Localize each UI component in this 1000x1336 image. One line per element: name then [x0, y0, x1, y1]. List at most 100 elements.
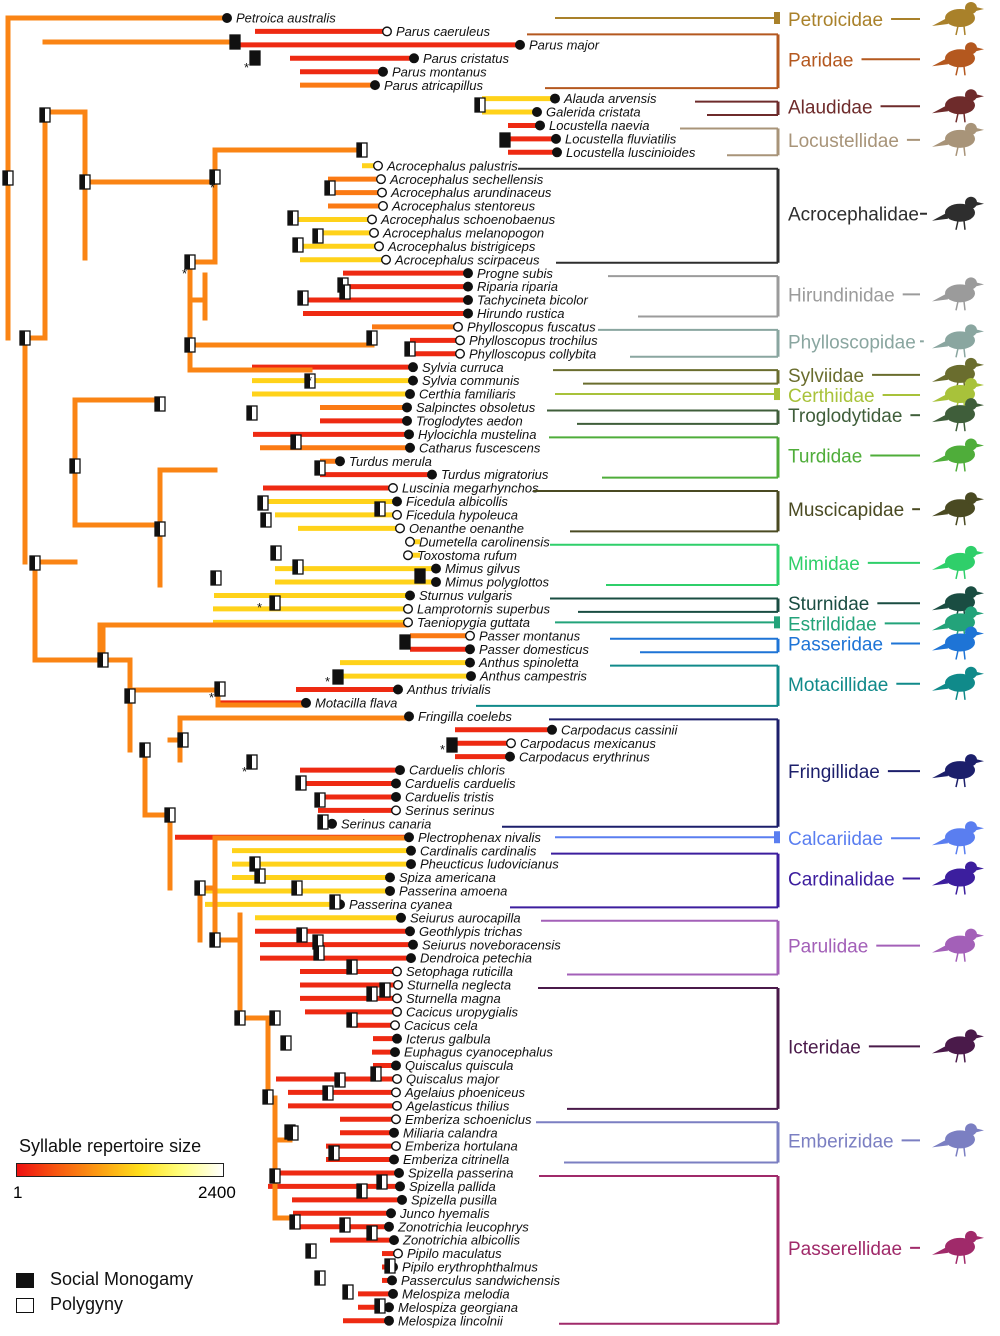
tip-marker: [388, 1288, 399, 1299]
bird-silhouette-icon: [932, 398, 984, 432]
tip-marker: [455, 335, 466, 346]
mating-system-fill: [178, 733, 183, 747]
species-label: Acrocephalus stentoreus: [391, 199, 536, 214]
mating-system-fill: [297, 928, 302, 942]
species-label: Oenanthe oenanthe: [409, 521, 524, 536]
mating-system-fill: [3, 171, 8, 185]
family-emberizidae: Emberizidae: [536, 1121, 920, 1164]
tip-marker: [405, 389, 416, 400]
tip-marker: [393, 684, 404, 695]
species-label: Agelaius phoeniceus: [404, 1085, 525, 1100]
mating-system-fill: [375, 502, 380, 516]
species-label: Anthus trivialis: [406, 682, 491, 697]
mating-system-fill: [211, 571, 216, 585]
species-label: Acrocephalus sechellensis: [389, 172, 544, 187]
tip-marker: [392, 1100, 403, 1111]
mating-system-fill: [340, 1218, 345, 1232]
mating-system-fill: [313, 935, 318, 949]
mating-system-fill: [258, 496, 263, 510]
mating-system-fill: [357, 1184, 362, 1198]
family-locustellidae: Locustellidae: [680, 127, 920, 157]
species-label: Carduelis carduelis: [405, 776, 516, 791]
tip-marker: [384, 1302, 395, 1313]
species-label: Quiscalus quiscula: [405, 1058, 513, 1073]
mating-system-fill: [261, 513, 266, 527]
species-label: Ficedula albicollis: [406, 494, 508, 509]
tip-marker: [391, 1087, 402, 1098]
tip-marker: [389, 1154, 400, 1165]
family-bracket: [774, 12, 780, 24]
mating-system-fill: [340, 285, 345, 299]
species-label: Zonotrichia albicollis: [402, 1233, 521, 1248]
tip-marker: [402, 402, 413, 413]
mating-system-fill: [247, 755, 252, 769]
tip-marker: [397, 1194, 408, 1205]
species-label: Plectrophenax nivalis: [418, 830, 541, 845]
species-label: Phylloscopus collybita: [469, 346, 596, 361]
mating-system-fill: [195, 881, 200, 895]
tip-marker: [395, 523, 406, 534]
mating-system-fill: [447, 738, 457, 752]
mating-system-fill: [323, 1086, 328, 1100]
species-label: Carpodacus erythrinus: [519, 749, 650, 764]
tip-marker: [393, 1248, 404, 1259]
tip-marker: [395, 1181, 406, 1192]
mating-system-fill: [210, 170, 215, 184]
family-certhiidae: Certhiidae: [555, 386, 920, 407]
species-label: Cardinalis cardinalis: [420, 843, 537, 858]
mating-system-fill: [371, 1067, 376, 1081]
mating-system-fill: [290, 1215, 295, 1229]
family-cardinalidae: Cardinalidae: [510, 852, 920, 909]
family-sturnidae: Sturnidae: [550, 594, 920, 615]
species-label: Turdus migratorius: [441, 467, 549, 482]
family-label: Paridae: [788, 50, 854, 71]
species-label: Cacicus cela: [404, 1018, 478, 1033]
species-label: Phylloscopus trochilus: [469, 333, 598, 348]
family-label: Sturnidae: [788, 594, 869, 615]
bird-silhouette-icon: [932, 196, 984, 230]
polygyny-square-icon: [16, 1298, 34, 1313]
tip-marker: [388, 483, 399, 494]
tip-marker: [374, 241, 385, 252]
bird-silhouette-icon: [932, 861, 984, 895]
family-fringillidae: Fringillidae: [502, 718, 920, 828]
tip-marker: [384, 1221, 395, 1232]
family-label: Passeridae: [788, 634, 883, 655]
family-label: Phylloscopidae: [788, 332, 916, 353]
family-parulidae: Parulidae: [541, 919, 920, 976]
species-label: Cacicus uropygialis: [406, 1004, 518, 1019]
significance-asterisk: *: [307, 373, 312, 388]
family-label: Turdidae: [788, 446, 862, 467]
mating-system-fill: [215, 682, 220, 696]
tip-marker: [463, 295, 474, 306]
bird-silhouette-icon: [932, 122, 984, 157]
mating-system-fill: [140, 743, 145, 757]
species-label: Pipilo erythrophthalmus: [402, 1260, 538, 1275]
species-label: Locustella fluviatilis: [565, 131, 677, 146]
tip-marker: [403, 617, 414, 628]
species-label: Motacilla flava: [315, 696, 397, 711]
species-label: Luscinia megarhynchos: [402, 481, 539, 496]
family-label: Icteridae: [788, 1037, 861, 1058]
species-label: Phylloscopus fuscatus: [467, 319, 596, 334]
species-label: Riparia riparia: [477, 279, 558, 294]
species-label: Spizella passerina: [408, 1166, 514, 1181]
tip-marker: [408, 362, 419, 373]
species-label: Seiurus aurocapilla: [410, 910, 521, 925]
family-label: Passerellidae: [788, 1239, 902, 1260]
bird-silhouette-icon: [932, 1230, 984, 1265]
family-bracket: [774, 388, 780, 401]
species-label: Carpodacus cassinii: [561, 722, 678, 737]
species-label: Sturnus vulgaris: [419, 588, 513, 603]
species-label: Toxostoma rufum: [417, 548, 517, 563]
significance-asterisk: *: [209, 690, 214, 705]
species-label: Spizella pallida: [409, 1179, 496, 1194]
species-label: Euphagus cyanocephalus: [404, 1045, 553, 1060]
species-label: Miliaria calandra: [403, 1125, 498, 1140]
tip-marker: [369, 227, 380, 238]
species-label: Acrocephalus arundinaceus: [390, 185, 552, 200]
species-label: Galerida cristata: [546, 105, 641, 120]
mating-system-fill: [247, 406, 252, 420]
tip-marker: [335, 456, 346, 467]
family-muscicapidae: Muscicapidae: [533, 490, 920, 533]
